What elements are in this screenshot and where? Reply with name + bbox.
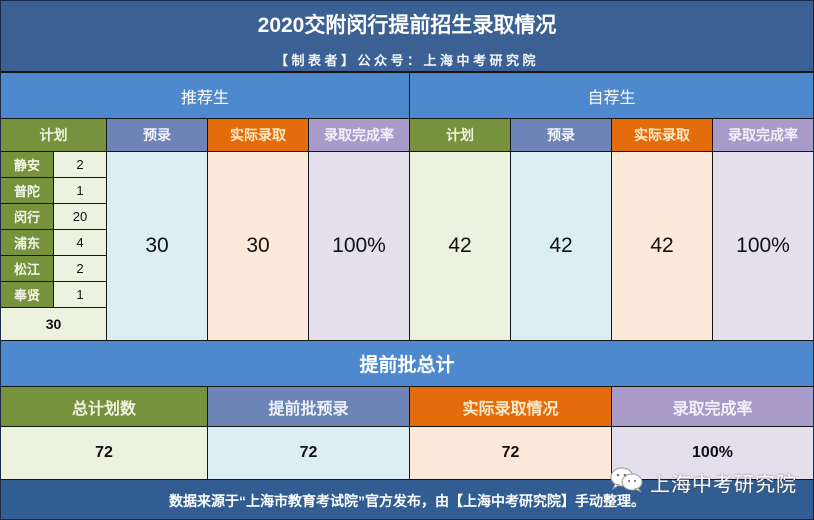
watermark-text: 上海中考研究院 (650, 473, 797, 496)
page-subtitle: 【制表者】公众号：上海中考研究院 (274, 53, 539, 68)
summary-total-plan-value: 72 (0, 426, 208, 480)
col-header-pre: 预录 (106, 118, 208, 152)
district-plan-value: 20 (53, 203, 107, 230)
group-header-self: 自荐生 (409, 72, 814, 119)
summary-header: 提前批总计 (0, 340, 814, 387)
group-header-recommended: 推荐生 (0, 72, 410, 119)
district-name: 闵行 (0, 203, 54, 230)
summary-col-header-total-plan: 总计划数 (0, 386, 208, 427)
wechat-icon (610, 467, 644, 498)
footer-source-note: 数据来源于“上海市教育考试院”官方发布，由【上海中考研究院】手动整理。 (169, 493, 645, 509)
col-header-rate: 录取完成率 (308, 118, 410, 152)
district-name: 奉贤 (0, 281, 54, 308)
summary-col-header-actual: 实际录取情况 (409, 386, 612, 427)
col-header-actual: 实际录取 (207, 118, 309, 152)
summary-col-header-pre: 提前批预录 (207, 386, 410, 427)
district-name: 静安 (0, 151, 54, 178)
col-header-pre: 预录 (510, 118, 612, 152)
actual-admitted-value: 42 (611, 151, 713, 341)
watermark: 上海中考研究院 (610, 467, 797, 498)
actual-admitted-value: 30 (207, 151, 309, 341)
page-title: 2020交附闵行提前招生录取情况 (257, 14, 557, 37)
summary-actual-value: 72 (409, 426, 612, 480)
col-header-rate: 录取完成率 (712, 118, 814, 152)
pre-admitted-value: 30 (106, 151, 208, 341)
district-name: 浦东 (0, 229, 54, 256)
col-header-plan: 计划 (409, 118, 511, 152)
district-plan-value: 2 (53, 255, 107, 282)
col-header-actual: 实际录取 (611, 118, 713, 152)
summary-pre-value: 72 (207, 426, 410, 480)
district-name: 普陀 (0, 177, 54, 204)
district-name: 松江 (0, 255, 54, 282)
col-header-plan: 计划 (0, 118, 107, 152)
district-plan-value: 2 (53, 151, 107, 178)
completion-rate-value: 100% (308, 151, 410, 341)
title-band: 2020交附闵行提前招生录取情况 【制表者】公众号：上海中考研究院 (0, 0, 814, 72)
pre-admitted-value: 42 (510, 151, 612, 341)
summary-col-header-rate: 录取完成率 (611, 386, 814, 427)
summary-rate-value: 100% (611, 426, 814, 480)
footer-band: 数据来源于“上海市教育考试院”官方发布，由【上海中考研究院】手动整理。 (0, 479, 814, 520)
completion-rate-value: 100% (712, 151, 814, 341)
district-plan-value: 1 (53, 177, 107, 204)
plan-total: 30 (0, 307, 107, 341)
district-plan-value: 4 (53, 229, 107, 256)
district-plan-value: 1 (53, 281, 107, 308)
plan-value: 42 (409, 151, 511, 341)
